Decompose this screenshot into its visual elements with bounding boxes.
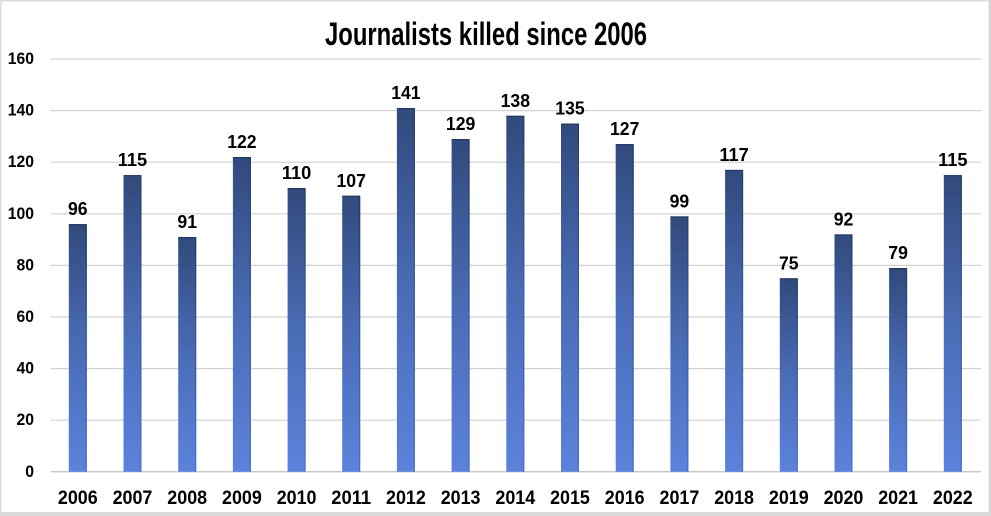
svg-text:2019: 2019 (769, 488, 809, 509)
svg-text:2015: 2015 (550, 488, 590, 509)
svg-text:120: 120 (8, 153, 34, 171)
svg-text:91: 91 (177, 211, 197, 232)
svg-text:107: 107 (337, 170, 366, 191)
svg-text:2011: 2011 (331, 488, 371, 509)
svg-text:2020: 2020 (824, 488, 864, 509)
svg-text:79: 79 (888, 242, 908, 263)
svg-text:96: 96 (68, 198, 88, 219)
svg-text:2006: 2006 (58, 488, 98, 509)
svg-text:127: 127 (610, 118, 639, 139)
svg-text:141: 141 (391, 82, 420, 103)
svg-text:Journalists killed since 2006: Journalists killed since 2006 (325, 16, 647, 52)
svg-text:100: 100 (8, 205, 34, 223)
svg-text:2016: 2016 (605, 488, 645, 509)
svg-text:2013: 2013 (441, 488, 481, 509)
svg-text:0: 0 (25, 463, 34, 481)
svg-text:2010: 2010 (277, 488, 317, 509)
svg-text:2012: 2012 (386, 488, 426, 509)
svg-text:2008: 2008 (167, 488, 207, 509)
svg-text:20: 20 (17, 411, 35, 429)
svg-text:2022: 2022 (933, 488, 973, 509)
svg-text:2018: 2018 (714, 488, 754, 509)
svg-text:2017: 2017 (660, 488, 700, 509)
svg-text:80: 80 (17, 256, 35, 274)
svg-text:110: 110 (282, 162, 311, 183)
svg-text:2007: 2007 (113, 488, 153, 509)
svg-text:2021: 2021 (878, 488, 918, 509)
svg-text:160: 160 (8, 50, 34, 68)
svg-text:140: 140 (8, 102, 34, 120)
svg-text:75: 75 (779, 252, 799, 273)
svg-text:115: 115 (118, 149, 147, 170)
svg-text:129: 129 (446, 113, 475, 134)
svg-text:2014: 2014 (495, 488, 535, 509)
svg-text:2009: 2009 (222, 488, 262, 509)
svg-text:135: 135 (555, 98, 584, 119)
svg-text:115: 115 (938, 149, 967, 170)
svg-text:117: 117 (719, 144, 748, 165)
svg-text:92: 92 (834, 209, 854, 230)
svg-text:122: 122 (227, 131, 256, 152)
svg-text:40: 40 (17, 360, 35, 378)
svg-text:60: 60 (17, 308, 35, 326)
svg-text:99: 99 (670, 191, 690, 212)
svg-text:138: 138 (501, 90, 530, 111)
